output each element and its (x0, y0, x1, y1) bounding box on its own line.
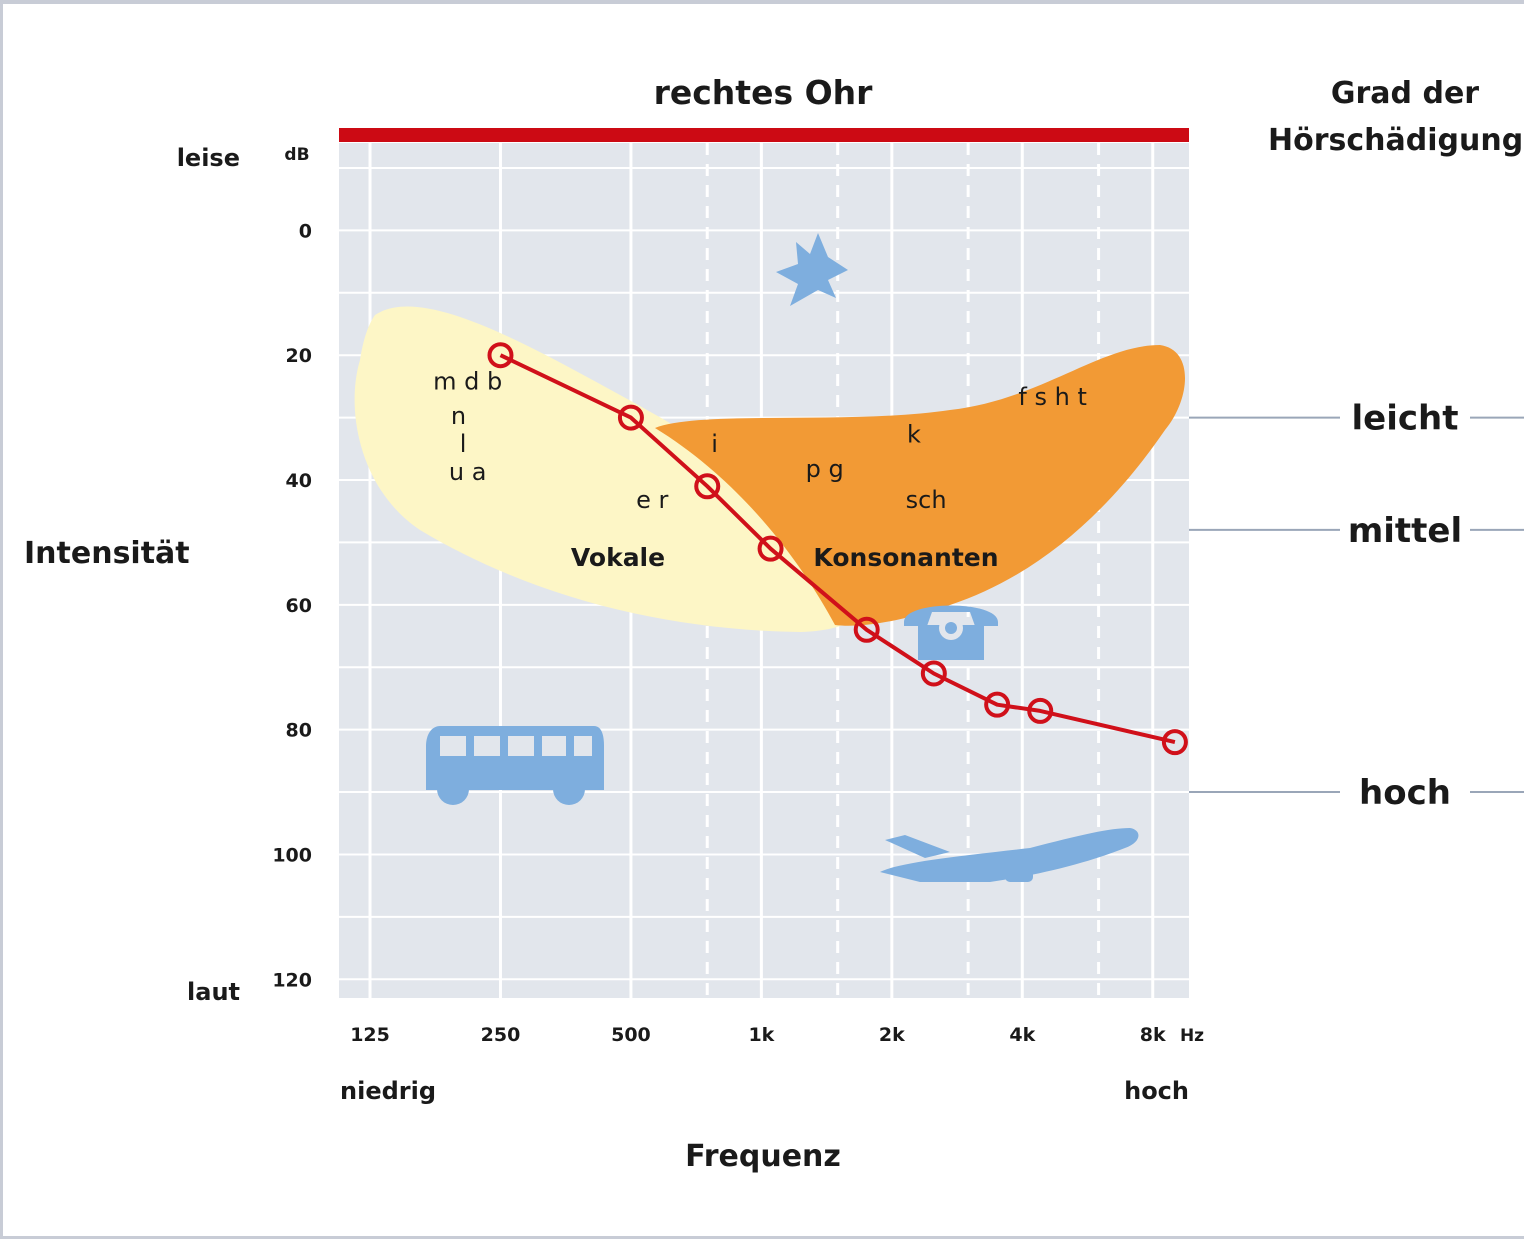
consonant-region-label: Konsonanten (813, 543, 998, 572)
x-low-label: niedrig (340, 1077, 436, 1105)
y-top-label: leise (177, 144, 240, 172)
x-tick-label: 250 (481, 1024, 521, 1046)
axes: 0 20 40 60 80 100 120 125 250 500 1k 2k 4k 8k (272, 220, 1166, 1046)
bus-icon (426, 726, 604, 805)
title-bar (339, 128, 1189, 142)
phoneme-label: e r (636, 486, 668, 514)
y-tick-label: 120 (272, 969, 312, 991)
phoneme-label: sch (906, 486, 947, 514)
data-point (757, 535, 784, 562)
y-tick-label: 60 (286, 595, 312, 617)
data-point (984, 691, 1011, 718)
x-unit-label: Hz (1180, 1026, 1204, 1046)
vowel-region-label: Vokale (571, 543, 665, 572)
phoneme-label: f s h t (1018, 383, 1086, 411)
phoneme-label: u a (449, 458, 487, 486)
chart-title: rechtes Ohr (654, 73, 874, 112)
data-point (617, 404, 644, 431)
y-axis-title: Intensität (24, 536, 190, 571)
y-tick-label: 100 (272, 844, 312, 866)
grid (339, 143, 1189, 998)
data-point (1161, 729, 1188, 756)
y-tick-label: 40 (286, 470, 312, 492)
phoneme-label: p g (806, 455, 844, 483)
data-point (853, 616, 880, 643)
airplane-icon (880, 828, 1139, 882)
hearing-loss-heading-line-2: Hörschädigung (1268, 123, 1523, 158)
y-tick-label: 20 (286, 345, 312, 367)
data-point (1027, 697, 1054, 724)
phoneme-label: l (460, 430, 467, 458)
leaf-icon (776, 233, 848, 306)
series-line (487, 342, 1188, 756)
y-tick-label: 0 (299, 220, 312, 242)
x-high-label: hoch (1124, 1077, 1189, 1105)
data-point (920, 660, 947, 687)
x-tick-label: 1k (748, 1024, 774, 1046)
x-tick-label: 8k (1140, 1024, 1166, 1046)
hearing-loss-levels: leicht mittel hoch (1189, 399, 1524, 813)
hearing-loss-heading-line-1: Grad der (1331, 76, 1479, 111)
x-tick-label: 125 (350, 1024, 390, 1046)
phoneme-label: n (451, 402, 466, 430)
vowel-region (354, 306, 866, 632)
grade-label: hoch (1359, 773, 1451, 813)
telephone-icon (904, 605, 998, 660)
y-unit-label: dB (284, 145, 309, 165)
phoneme-label: k (907, 421, 921, 449)
y-bottom-label: laut (187, 978, 240, 1006)
x-tick-label: 2k (879, 1024, 905, 1046)
data-point (487, 342, 514, 369)
x-axis-title: Frequenz (685, 1139, 841, 1174)
x-tick-label: 4k (1009, 1024, 1035, 1046)
consonant-region (655, 345, 1185, 626)
grade-label: mittel (1348, 511, 1462, 551)
phoneme-label: i (711, 430, 718, 458)
series-polyline (499, 353, 1176, 745)
phoneme-labels: m d b nlu a e r i p g k f s h t sch (433, 368, 1087, 515)
data-point (694, 473, 721, 500)
phoneme-label: m d b (433, 368, 502, 396)
x-tick-label: 500 (611, 1024, 651, 1046)
y-tick-label: 80 (286, 720, 312, 742)
grade-label: leicht (1352, 399, 1459, 439)
